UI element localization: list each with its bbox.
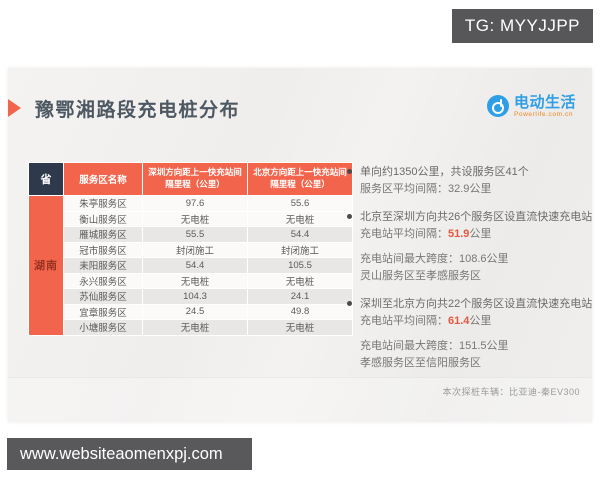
logo-brand-name: 电动生活 — [513, 94, 576, 111]
cell-beijing-distance: 无电桩 — [248, 320, 352, 335]
logo-site-url: Powerlife.com.cn — [513, 111, 574, 118]
cell-beijing-distance: 无电桩 — [248, 273, 352, 288]
note-line: 充电站间最大跨度：151.5公里 — [360, 340, 509, 352]
table-row: 湖南 朱亭服务区 97.6 55.6 — [29, 196, 352, 335]
cell-shenzhen-distance: 55.5 — [143, 227, 247, 242]
cell-service-area: 小塘服务区 — [64, 320, 142, 335]
powerlife-logo: 电动生活 Powerlife.com.cn — [486, 94, 576, 119]
table-row: 永兴服务区 无电桩 无电桩 — [29, 273, 352, 288]
cell-shenzhen-distance: 97.6 — [143, 196, 247, 211]
cell-service-area: 朱亭服务区 — [64, 196, 142, 211]
cell-beijing-distance: 24.1 — [248, 289, 352, 304]
charging-station-table-wrap: 省 服务区名称 深圳方向距上一快充站间隔里程（公里） 北京方向距上一快充站间隔里… — [28, 162, 353, 336]
note-line: 充电站间最大跨度：108.6公里 — [360, 253, 509, 265]
cell-shenzhen-distance: 54.4 — [143, 258, 247, 273]
telegram-watermark: TG: MYYJJPP — [451, 9, 593, 43]
test-vehicle-footnote: 本次探桩车辆：比亚迪-秦EV300 — [442, 387, 580, 397]
column-header-service-area: 服务区名称 — [64, 163, 142, 195]
note-line: 孝感服务区至信阳服务区 — [360, 356, 481, 369]
note-line: 北京至深圳方向共26个服务区设直流快速充电站 — [360, 211, 593, 223]
cell-beijing-distance: 105.5 — [248, 258, 352, 273]
power-button-icon — [486, 95, 509, 117]
cell-shenzhen-distance: 104.3 — [143, 289, 247, 304]
table-row: 小塘服务区 无电桩 无电桩 — [29, 320, 352, 335]
website-watermark-label: www.websiteaomenxpj.com — [20, 444, 223, 463]
note-line: 服务区平均间隔：32.9公里 — [360, 182, 492, 195]
cell-shenzhen-distance: 24.5 — [143, 304, 247, 319]
cell-service-area: 宜章服务区 — [64, 304, 142, 319]
charging-station-table: 省 服务区名称 深圳方向距上一快充站间隔里程（公里） 北京方向距上一快充站间隔里… — [28, 162, 353, 336]
infographic-card: 豫鄂湘路段充电桩分布 电动生活 Powerlife.com.cn 省 服务区名称… — [8, 68, 592, 422]
table-row: 雁城服务区 55.5 54.4 — [29, 227, 352, 242]
card-footer-band — [8, 377, 592, 422]
note-line: 深圳至北京方向共22个服务区设直流快速充电站 — [360, 298, 593, 310]
cell-service-area: 雁城服务区 — [64, 227, 142, 242]
note-overview: 单向约1350公里，共设服务区41个 服务区平均间隔：32.9公里 — [346, 164, 596, 197]
column-header-beijing-direction: 北京方向距上一快充站间隔里程（公里） — [248, 163, 352, 195]
cell-beijing-distance: 49.8 — [248, 304, 352, 319]
table-header-row: 省 服务区名称 深圳方向距上一快充站间隔里程（公里） 北京方向距上一快充站间隔里… — [29, 163, 352, 195]
bullet-icon — [347, 169, 352, 174]
summary-notes: 单向约1350公里，共设服务区41个 服务区平均间隔：32.9公里 北京至深圳方… — [346, 164, 596, 383]
highlight-value: 61.4 — [448, 314, 470, 327]
highlight-value: 51.9 — [448, 227, 470, 240]
page-title: 豫鄂湘路段充电桩分布 — [35, 100, 241, 121]
cell-service-area: 永兴服务区 — [64, 273, 142, 288]
cell-service-area: 耒阳服务区 — [64, 258, 142, 273]
cell-beijing-distance: 无电桩 — [248, 211, 352, 226]
note-line: 灵山服务区至孝感服务区 — [360, 269, 481, 282]
column-header-province: 省 — [29, 163, 63, 195]
table-row: 衡山服务区 无电桩 无电桩 — [29, 211, 352, 226]
table-row: 宜章服务区 24.5 49.8 — [29, 304, 352, 319]
cell-shenzhen-distance: 无电桩 — [143, 273, 247, 288]
cell-service-area: 苏仙服务区 — [64, 289, 142, 304]
website-watermark: www.websiteaomenxpj.com — [7, 438, 252, 470]
title-arrow-icon — [8, 99, 21, 117]
note-shenzhen-to-beijing: 深圳至北京方向共22个服务区设直流快速充电站 充电站平均间隔：61.4公里 充电… — [346, 296, 596, 371]
cell-beijing-distance: 55.6 — [248, 196, 352, 211]
cell-province: 湖南 — [29, 196, 63, 335]
cell-shenzhen-distance: 无电桩 — [143, 320, 247, 335]
note-line: 充电站平均间隔：61.4公里 — [360, 314, 492, 327]
cell-service-area: 冠市服务区 — [64, 242, 142, 257]
cell-service-area: 衡山服务区 — [64, 211, 142, 226]
cell-shenzhen-distance: 无电桩 — [143, 211, 247, 226]
table-row: 苏仙服务区 104.3 24.1 — [29, 289, 352, 304]
table-row: 冠市服务区 封闭施工 封闭施工 — [29, 242, 352, 257]
note-line: 单向约1350公里，共设服务区41个 — [360, 166, 529, 178]
bullet-icon — [347, 301, 352, 306]
column-header-shenzhen-direction: 深圳方向距上一快充站间隔里程（公里） — [143, 163, 247, 195]
note-line: 充电站平均间隔：51.9公里 — [360, 227, 492, 240]
telegram-watermark-label: TG: MYYJJPP — [464, 16, 580, 35]
bullet-icon — [347, 214, 352, 219]
note-beijing-to-shenzhen: 北京至深圳方向共26个服务区设直流快速充电站 充电站平均间隔：51.9公里 充电… — [346, 209, 596, 284]
table-row: 耒阳服务区 54.4 105.5 — [29, 258, 352, 273]
cell-beijing-distance: 封闭施工 — [248, 242, 352, 257]
cell-beijing-distance: 54.4 — [248, 227, 352, 242]
cell-shenzhen-distance: 封闭施工 — [143, 242, 247, 257]
